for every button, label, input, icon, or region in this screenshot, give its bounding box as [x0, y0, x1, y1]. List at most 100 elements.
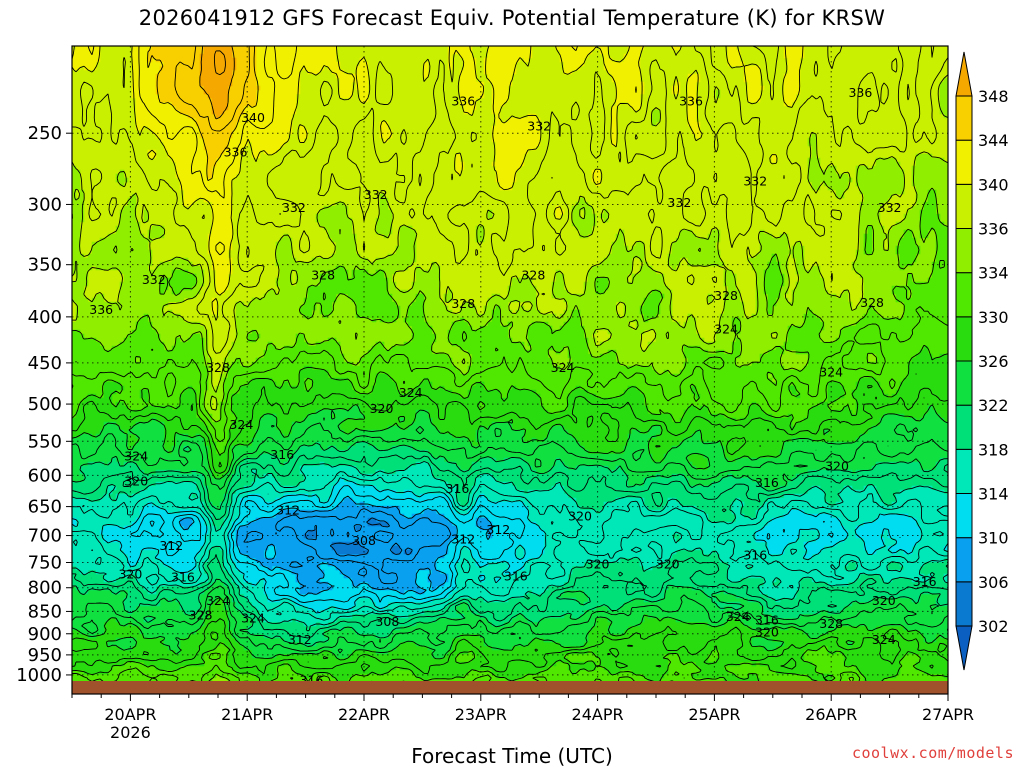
contour-label: 328	[189, 608, 213, 623]
contour-label: 320	[656, 557, 680, 572]
contour-314	[72, 477, 948, 614]
colorbar-swatch	[955, 316, 973, 362]
x-tick-label: 22APR	[338, 705, 390, 724]
contour-label: 324	[714, 321, 738, 336]
contour-label: 320	[568, 509, 592, 524]
y-tick-label: 700	[28, 526, 62, 547]
colorbar-tick-label: 340	[978, 175, 1009, 194]
contour-label: 320	[586, 557, 610, 572]
y-tick-label: 450	[28, 353, 62, 374]
x-tick-label: 25APR	[688, 705, 740, 724]
colorbar-swatch	[955, 183, 973, 229]
contour-label: 316	[913, 574, 937, 589]
contour-label: 332	[282, 200, 306, 215]
contour-label: 324	[241, 610, 265, 625]
contour-label: 324	[819, 364, 843, 379]
contour-label: 312	[451, 531, 475, 546]
contour-label: 324	[551, 360, 575, 375]
y-tick-label: 550	[28, 431, 62, 452]
contour-label: 320	[755, 625, 779, 640]
contour-312	[130, 485, 834, 604]
colorbar-swatch	[955, 360, 973, 406]
y-tick-label: 800	[28, 578, 62, 599]
x-axis: 20APR 21APR 22APR 23APR 24APR 25APR 26APR 27APR…	[71, 694, 974, 742]
colorbar-tick-label: 314	[978, 485, 1009, 504]
ground-surface-bar	[72, 681, 948, 694]
contour-label: 312	[159, 538, 183, 553]
y-tick-label: 750	[28, 553, 62, 574]
y-tick-label: 900	[28, 624, 62, 645]
contour-label: 324	[399, 385, 423, 400]
contour-label: 312	[288, 632, 312, 647]
contour-label: 324	[124, 448, 148, 463]
contour-label: 308	[375, 614, 399, 629]
contour-label: 320	[118, 566, 142, 581]
theta-e-fill-band	[72, 461, 948, 627]
theta-e-fill-band	[303, 517, 413, 555]
contour-338	[72, 46, 948, 354]
contour-label: 336	[224, 145, 248, 160]
contour-label: 328	[206, 360, 230, 375]
y-tick-label: 400	[28, 307, 62, 328]
x-tick-label: 20APR	[104, 705, 156, 724]
contour-label: 316	[171, 569, 195, 584]
contour-label: 320	[124, 473, 148, 488]
colorbar: 302 306 310 314 318 322 326 330 334 336 340 344 348	[955, 51, 1009, 671]
contour-318	[72, 461, 948, 632]
colorbar-swatch	[955, 404, 973, 450]
contour-label: 332	[527, 118, 551, 133]
colorbar-tick-label: 310	[978, 529, 1009, 548]
theta-e-fill-band	[179, 497, 493, 595]
x-axis-title: Forecast Time (UTC)	[411, 744, 613, 768]
contour-label: 332	[667, 195, 691, 210]
contour-label: 332	[878, 200, 902, 215]
contour-label: 320	[370, 401, 394, 416]
contour-label: 316	[755, 613, 779, 628]
colorbar-tick-label: 334	[978, 264, 1009, 283]
contour-label: 328	[311, 268, 335, 283]
contour-label: 340	[241, 110, 265, 125]
y-tick-label: 1000	[16, 665, 62, 686]
colorbar-swatch	[955, 228, 973, 274]
colorbar-swatch	[955, 139, 973, 185]
contour-326	[72, 397, 948, 661]
contour-label: 336	[848, 85, 872, 100]
colorbar-swatch	[955, 493, 973, 539]
contour-label: 316	[743, 548, 767, 563]
y-tick-label: 300	[28, 194, 62, 215]
contour-label: 320	[825, 458, 849, 473]
contour-322	[72, 441, 948, 647]
contour-342	[87, 46, 637, 256]
contour-label: 316	[270, 447, 294, 462]
colorbar-tick-label: 306	[978, 573, 1009, 592]
contour-label: 336	[451, 94, 475, 109]
colorbar-swatch	[955, 272, 973, 318]
x-year-label: 2026	[110, 723, 151, 742]
colorbar-tick-label: 302	[978, 617, 1009, 636]
contour-label: 328	[860, 295, 884, 310]
contour-324	[72, 417, 948, 654]
contour-label: 316	[755, 475, 779, 490]
y-axis: 2503003504004505005506006507007508008509…	[16, 123, 72, 686]
contour-348	[199, 46, 235, 120]
x-tick-label: 24APR	[572, 705, 624, 724]
x-tick-label: 23APR	[455, 705, 507, 724]
contour-label: 328	[714, 288, 738, 303]
contour-label: 332	[142, 272, 166, 287]
theta-e-fill-band	[199, 46, 237, 119]
y-tick-label: 850	[28, 601, 62, 622]
colorbar-high-arrow	[955, 51, 973, 97]
colorbar-low-arrow	[955, 625, 973, 671]
y-tick-label: 650	[28, 497, 62, 518]
x-tick-label: 27APR	[922, 705, 974, 724]
y-tick-label: 500	[28, 394, 62, 415]
contour-336	[72, 74, 948, 411]
y-tick-label: 600	[28, 465, 62, 486]
contour-label: 324	[229, 417, 253, 432]
contour-label: 328	[521, 268, 545, 283]
colorbar-tick-label: 322	[978, 396, 1009, 415]
contour-label: 320	[872, 593, 896, 608]
y-tick-label: 950	[28, 645, 62, 666]
y-tick-label: 350	[28, 255, 62, 276]
